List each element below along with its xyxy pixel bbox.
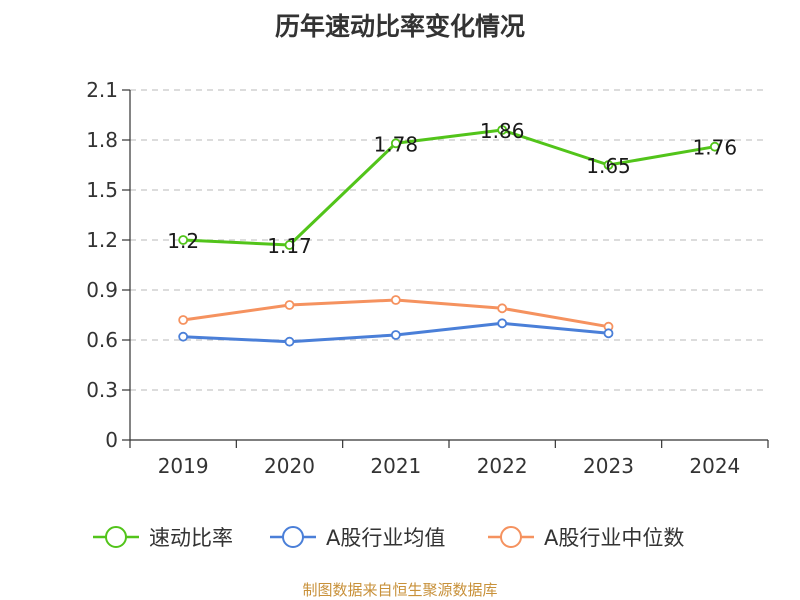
x-tick-label: 2020 [264, 454, 315, 478]
x-tick-label: 2022 [477, 454, 528, 478]
legend-label: A股行业中位数 [544, 526, 684, 550]
data-point [497, 303, 508, 314]
x-tick-label: 2023 [583, 454, 634, 478]
data-label: 1.76 [693, 136, 738, 160]
data-label: 1.65 [586, 154, 631, 178]
data-point [603, 160, 614, 170]
data-point [178, 315, 189, 325]
data-point [178, 235, 189, 245]
data-point [390, 138, 401, 149]
data-point [497, 318, 508, 329]
x-tick-label: 2024 [689, 454, 740, 478]
data-point [178, 331, 189, 342]
grid [130, 89, 768, 391]
data-point [390, 330, 401, 340]
y-tick-label: 1.5 [86, 178, 118, 202]
y-tick-label: 0.9 [86, 278, 118, 302]
data-point [284, 336, 295, 347]
y-tick-label: 0.3 [86, 378, 118, 402]
y-tick-label: 0 [105, 428, 118, 452]
data-label: 1.78 [374, 132, 419, 156]
source-footer: 制图数据来自恒生聚源数据库 [302, 581, 497, 599]
legend-label: A股行业均值 [326, 526, 445, 550]
y-tick-label: 2.1 [86, 78, 118, 102]
legend-swatch-marker [105, 526, 127, 548]
y-tick-label: 0.6 [86, 328, 118, 352]
data-point [709, 141, 720, 152]
legend-swatch-marker [500, 526, 522, 548]
data-point [284, 240, 295, 250]
series [178, 125, 720, 347]
data-point [603, 328, 614, 339]
legend: 速动比率 A股行业均值 A股行业中位数 [93, 526, 684, 550]
x-tick-label: 2021 [370, 454, 421, 478]
legend-swatch-marker [282, 526, 304, 548]
data-label: 1.86 [480, 119, 525, 143]
chart-title: 历年速动比率变化情况 [275, 12, 525, 41]
legend-label: 速动比率 [149, 526, 233, 550]
data-label: 1.17 [267, 234, 312, 258]
series-line [183, 128, 716, 247]
data-label: 1.2 [167, 229, 199, 253]
legend-item: 速动比率 [93, 526, 233, 550]
data-point [284, 300, 295, 310]
data-point [497, 125, 508, 135]
y-tick-label: 1.2 [86, 228, 118, 252]
y-tick-label: 1.8 [86, 128, 118, 152]
data-point [390, 295, 401, 305]
legend-item: A股行业中位数 [488, 526, 684, 550]
data-labels: 1.2 1.17 1.78 1.86 1.65 1.76 [167, 119, 737, 258]
axes: 0 0.3 0.6 0.9 1.2 1.5 1.8 2.1 2019 2020 2021 2022 20… [86, 78, 769, 478]
legend-item: A股行业均值 [270, 526, 445, 550]
x-tick-label: 2019 [158, 454, 209, 478]
